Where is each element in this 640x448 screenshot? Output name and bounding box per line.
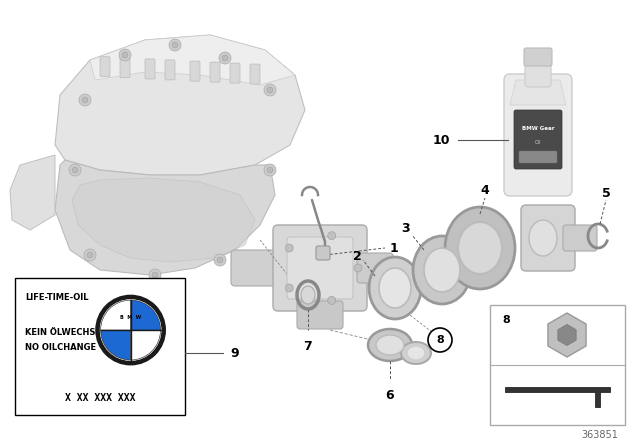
Ellipse shape xyxy=(368,329,412,361)
Polygon shape xyxy=(548,313,586,357)
Ellipse shape xyxy=(458,222,502,274)
Text: X XX XXX XXX: X XX XXX XXX xyxy=(65,393,135,403)
Circle shape xyxy=(222,55,228,61)
Circle shape xyxy=(328,296,336,304)
Text: KEIN ÖLWECHSEL: KEIN ÖLWECHSEL xyxy=(25,328,106,337)
Ellipse shape xyxy=(369,257,421,319)
Circle shape xyxy=(100,299,161,361)
Wedge shape xyxy=(100,300,131,330)
Text: 8: 8 xyxy=(502,315,509,325)
Circle shape xyxy=(97,296,164,364)
Circle shape xyxy=(264,164,276,176)
FancyBboxPatch shape xyxy=(297,301,343,329)
Text: 1: 1 xyxy=(390,241,399,254)
FancyBboxPatch shape xyxy=(563,225,597,251)
Circle shape xyxy=(169,39,181,51)
FancyBboxPatch shape xyxy=(521,205,575,271)
Circle shape xyxy=(87,252,93,258)
Text: 8: 8 xyxy=(436,335,444,345)
Circle shape xyxy=(217,257,223,263)
Text: 9: 9 xyxy=(230,347,239,360)
Circle shape xyxy=(72,167,78,173)
FancyBboxPatch shape xyxy=(524,48,552,66)
FancyBboxPatch shape xyxy=(504,74,572,196)
FancyBboxPatch shape xyxy=(145,59,155,79)
FancyBboxPatch shape xyxy=(273,225,367,311)
FancyBboxPatch shape xyxy=(120,58,130,78)
FancyBboxPatch shape xyxy=(519,151,557,163)
Circle shape xyxy=(267,167,273,173)
FancyBboxPatch shape xyxy=(287,237,353,299)
Text: B  M  W: B M W xyxy=(120,314,141,319)
FancyBboxPatch shape xyxy=(250,64,260,84)
Circle shape xyxy=(354,264,362,272)
Text: 363851: 363851 xyxy=(582,430,618,440)
FancyBboxPatch shape xyxy=(357,253,393,283)
Circle shape xyxy=(428,328,452,352)
Text: BMW Gear: BMW Gear xyxy=(522,125,554,130)
Text: 3: 3 xyxy=(402,221,410,234)
Circle shape xyxy=(264,84,276,96)
Text: NO OILCHANGE: NO OILCHANGE xyxy=(25,343,96,352)
Polygon shape xyxy=(55,35,305,175)
FancyBboxPatch shape xyxy=(210,62,220,82)
Polygon shape xyxy=(510,80,566,105)
Polygon shape xyxy=(558,324,576,345)
Text: Oil: Oil xyxy=(535,139,541,145)
Wedge shape xyxy=(131,300,161,330)
FancyBboxPatch shape xyxy=(230,63,240,83)
Text: 6: 6 xyxy=(386,389,394,402)
Polygon shape xyxy=(72,178,255,262)
Text: 2: 2 xyxy=(353,250,362,263)
Text: 7: 7 xyxy=(303,340,312,353)
Circle shape xyxy=(285,244,293,252)
Circle shape xyxy=(119,49,131,61)
Ellipse shape xyxy=(424,248,460,292)
Ellipse shape xyxy=(379,268,411,308)
FancyBboxPatch shape xyxy=(190,61,200,81)
Circle shape xyxy=(214,254,226,266)
Circle shape xyxy=(84,249,96,261)
FancyBboxPatch shape xyxy=(316,246,330,260)
Circle shape xyxy=(79,94,91,106)
Bar xyxy=(15,278,185,415)
Text: 4: 4 xyxy=(481,184,490,197)
Circle shape xyxy=(122,52,128,58)
FancyBboxPatch shape xyxy=(231,250,289,286)
Ellipse shape xyxy=(407,346,425,360)
Bar xyxy=(490,305,625,425)
Wedge shape xyxy=(100,330,131,360)
Ellipse shape xyxy=(529,220,557,256)
Text: 5: 5 xyxy=(602,186,611,199)
Ellipse shape xyxy=(301,286,315,304)
Circle shape xyxy=(152,272,158,278)
Circle shape xyxy=(82,97,88,103)
Polygon shape xyxy=(55,160,275,275)
Ellipse shape xyxy=(413,236,471,304)
FancyBboxPatch shape xyxy=(525,55,551,87)
Ellipse shape xyxy=(445,207,515,289)
Circle shape xyxy=(219,52,231,64)
Text: 10: 10 xyxy=(433,134,450,146)
FancyBboxPatch shape xyxy=(100,57,110,77)
Circle shape xyxy=(267,87,273,93)
Polygon shape xyxy=(10,155,55,230)
Ellipse shape xyxy=(401,342,431,364)
Wedge shape xyxy=(131,330,161,360)
Circle shape xyxy=(172,42,178,48)
Circle shape xyxy=(69,164,81,176)
FancyBboxPatch shape xyxy=(514,110,562,169)
Circle shape xyxy=(149,269,161,281)
Text: LIFE-TIME-OIL: LIFE-TIME-OIL xyxy=(25,293,88,302)
Circle shape xyxy=(328,232,336,240)
Ellipse shape xyxy=(376,335,404,355)
Polygon shape xyxy=(90,35,295,85)
Circle shape xyxy=(285,284,293,292)
Polygon shape xyxy=(505,387,610,407)
FancyBboxPatch shape xyxy=(165,60,175,80)
